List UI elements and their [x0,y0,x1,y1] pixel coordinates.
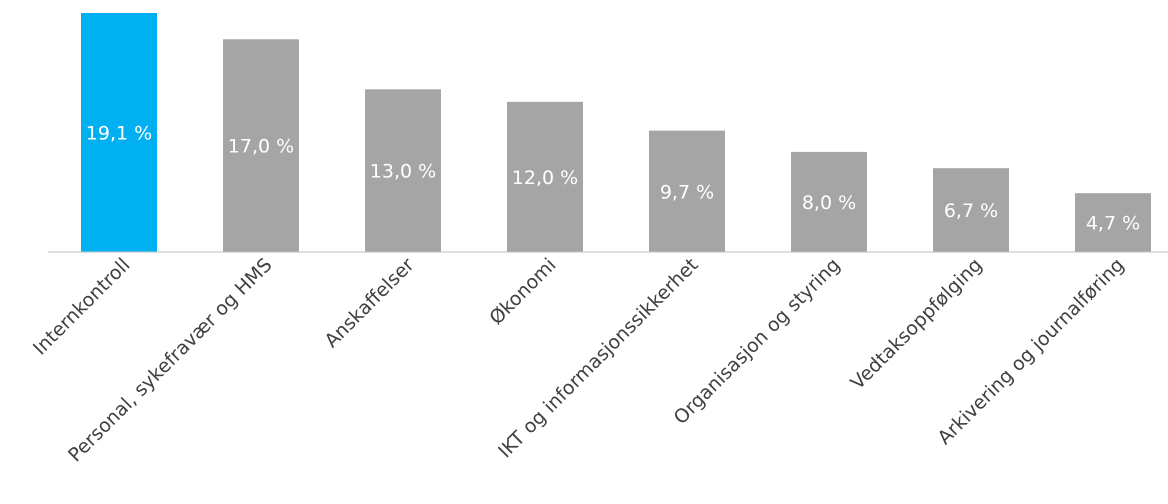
bar-4 [649,130,725,252]
bar-1 [223,39,299,252]
bar-0 [81,13,157,252]
data-label-1: 17,0 % [228,136,294,158]
category-label-6: Vedtaksoppfølging [846,254,986,394]
data-label-4: 9,7 % [660,181,714,203]
data-label-3: 12,0 % [512,167,578,189]
bar-6 [933,168,1009,252]
bar-7 [1075,193,1151,252]
bar-3 [507,101,583,253]
data-label-6: 6,7 % [944,200,998,222]
data-label-0: 19,1 % [86,123,152,145]
bar-2 [365,89,441,253]
bar-5 [791,151,867,252]
data-label-7: 4,7 % [1086,213,1140,235]
data-labels-group: 19,1 % 17,0 % 13,0 % 12,0 % 9,7 % 8,0 % 6,7 % 4… [86,123,1140,235]
data-label-2: 13,0 % [370,161,436,183]
category-label-2: Anskaffelser [320,254,418,352]
category-label-3: Økonomi [485,254,560,329]
category-label-0: Internkontroll [29,254,135,360]
data-label-5: 8,0 % [802,192,856,214]
category-label-5: Organisasjon og styring [670,254,845,429]
bars-group [81,13,1151,253]
